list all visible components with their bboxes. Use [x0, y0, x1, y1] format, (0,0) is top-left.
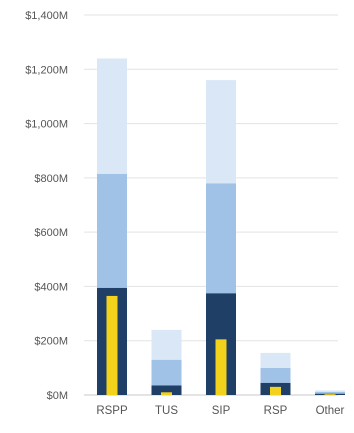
- bar-segment-tus-series-2: [151, 359, 182, 386]
- bar-segment-sip-series-3: [206, 80, 236, 184]
- y-tick-label: $0M: [47, 390, 68, 402]
- x-axis-tick-labels: RSPP TUS SIP RSP Other: [96, 405, 344, 417]
- x-tick-label: TUS: [155, 405, 178, 417]
- x-tick-label: SIP: [212, 405, 231, 417]
- y-tick-label: $600M: [34, 227, 68, 239]
- bar-segment-tus-series-1: [151, 385, 182, 395]
- bar-segment-rsp-series-3: [260, 352, 291, 368]
- y-tick-label: $1,200M: [25, 64, 68, 76]
- bar-segment-rspp-series-2: [97, 173, 127, 288]
- x-tick-label: RSP: [264, 405, 288, 417]
- overlay-bar-sip: [215, 339, 227, 395]
- y-tick-label: $1,000M: [25, 119, 68, 131]
- y-tick-label: $200M: [34, 336, 68, 348]
- overlay-bar-rspp: [106, 295, 118, 395]
- y-tick-label: $1,400M: [25, 10, 68, 22]
- overlay-bar-rsp: [270, 386, 281, 395]
- x-tick-label: RSPP: [96, 405, 128, 417]
- overlay-bar-other: [324, 394, 336, 395]
- y-tick-label: $400M: [34, 281, 68, 293]
- bar-layer: [97, 58, 345, 395]
- bar-segment-rsp-series-2: [260, 367, 291, 383]
- bar-segment-sip-series-2: [206, 183, 236, 294]
- bar-segment-tus-series-3: [151, 329, 182, 360]
- bar-segment-other-series-3: [315, 390, 345, 393]
- y-tick-label: $800M: [34, 173, 68, 185]
- overlay-bar-tus: [161, 392, 172, 395]
- x-tick-label: Other: [316, 405, 345, 417]
- bar-segment-other-series-2: [315, 392, 345, 394]
- bar-segment-rspp-series-3: [97, 58, 127, 174]
- y-axis-tick-labels: $0M $200M $400M $600M $800M $1,000M $1,200M $1,…: [25, 10, 68, 402]
